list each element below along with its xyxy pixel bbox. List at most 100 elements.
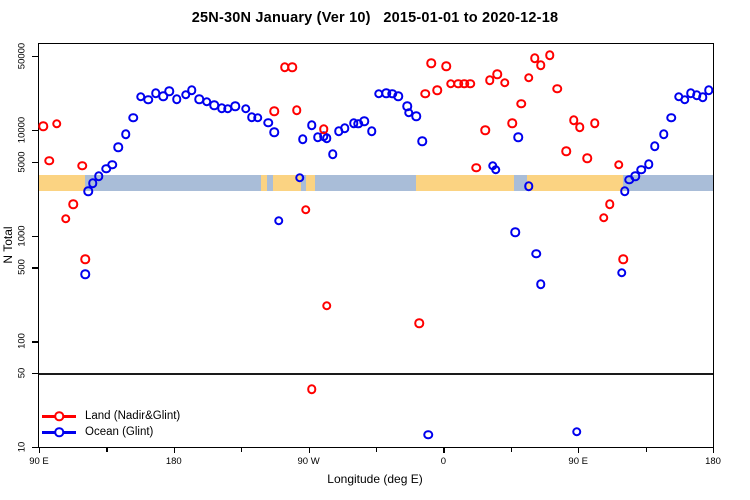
data-point-ocean [359, 116, 369, 126]
data-point-land [38, 121, 49, 132]
data-point-ocean [658, 129, 669, 139]
data-point-ocean [417, 136, 428, 146]
plot-area: N Total Land (Nadir&Glint) Ocean (Glint)… [1, 43, 721, 467]
data-point-land [44, 156, 55, 166]
y-tick [31, 56, 38, 58]
data-point-land [80, 254, 91, 264]
data-point-land [500, 78, 510, 88]
data-point-land [536, 60, 546, 70]
data-point-ocean [524, 181, 534, 191]
data-point-ocean [88, 178, 98, 188]
data-point-ocean [83, 186, 94, 196]
band-segment-ocean [301, 175, 306, 192]
data-point-ocean [181, 90, 191, 100]
ocean-series-symbol [42, 426, 76, 438]
data-point-land [582, 153, 592, 163]
data-point-land [269, 106, 279, 116]
x-tick-label: 90 E [29, 456, 49, 467]
x-tick-minor [645, 447, 647, 452]
data-point-ocean [630, 171, 640, 181]
reference-line-n50 [39, 373, 713, 375]
y-tick [31, 447, 38, 449]
data-point-ocean [121, 129, 131, 139]
legend-item-land: Land (Nadir&Glint) [42, 408, 180, 424]
data-point-ocean [297, 134, 308, 144]
data-point-land [507, 118, 518, 128]
data-point-ocean [80, 269, 91, 279]
data-point-ocean [230, 101, 240, 111]
data-point-land [552, 84, 562, 94]
data-point-land [568, 115, 579, 125]
data-point-land [516, 99, 527, 109]
x-tick-major [173, 447, 176, 453]
data-point-ocean [423, 430, 434, 440]
data-point-ocean [531, 249, 541, 259]
y-tick-label: 10000 [16, 116, 28, 144]
y-tick [31, 161, 38, 164]
data-point-ocean [366, 126, 377, 136]
x-tick-minor [241, 447, 243, 452]
y-tick-label: 100 [16, 333, 28, 350]
band-segment-land [305, 175, 315, 192]
data-point-land [287, 62, 297, 72]
data-point-ocean [327, 149, 338, 159]
data-point-ocean [636, 165, 646, 175]
data-point-ocean [411, 111, 422, 121]
data-point-land [420, 89, 431, 99]
data-point-land [318, 124, 329, 134]
data-point-land [524, 73, 534, 83]
data-point-ocean [513, 132, 524, 142]
y-tick-label: 50000 [16, 42, 28, 70]
data-point-ocean [294, 173, 305, 183]
data-point-land [604, 199, 615, 209]
data-point-land [300, 205, 311, 215]
legend: Land (Nadir&Glint) Ocean (Glint) [42, 408, 180, 440]
data-point-ocean [269, 127, 279, 138]
data-point-land [544, 50, 555, 60]
y-tick-label: 5000 [16, 151, 28, 173]
band-segment-land [416, 175, 514, 192]
x-tick-major [713, 447, 715, 453]
land-series-symbol [42, 410, 76, 422]
data-point-ocean [666, 113, 676, 123]
data-point-land [471, 163, 482, 173]
data-point-ocean [107, 160, 118, 170]
x-tick-major [39, 447, 41, 453]
data-point-ocean [143, 95, 154, 105]
x-axis-title: Longitude (deg E) [327, 472, 423, 486]
y-tick-label: 500 [16, 259, 28, 276]
band-segment-land [260, 175, 267, 192]
band-segment-ocean [266, 175, 273, 192]
data-point-ocean [158, 91, 169, 101]
band-segment-ocean [314, 175, 417, 192]
data-point-ocean [643, 159, 654, 169]
data-point-land [426, 58, 437, 68]
data-point-land [485, 75, 495, 85]
data-point-land [321, 301, 332, 311]
data-point-ocean [240, 104, 251, 114]
band-segment-ocean [85, 175, 261, 192]
data-point-land [574, 122, 585, 132]
data-point-ocean [263, 117, 273, 128]
data-point-ocean [697, 92, 708, 103]
y-axis-title: N Total [1, 226, 15, 264]
data-point-land [306, 384, 317, 395]
band-segment-land [527, 175, 624, 192]
band-segment-land [272, 175, 302, 192]
data-point-ocean [273, 216, 284, 226]
data-point-ocean [616, 268, 627, 278]
data-point-ocean [252, 113, 263, 123]
data-point-ocean [321, 133, 332, 143]
legend-label-ocean: Ocean (Glint) [85, 426, 154, 438]
data-point-land [414, 318, 425, 328]
y-tick [31, 129, 38, 132]
data-point-ocean [128, 113, 139, 123]
x-tick-major [308, 447, 310, 453]
data-point-ocean [94, 171, 104, 181]
data-point-land [61, 214, 71, 224]
x-tick-major [443, 447, 445, 453]
data-point-land [613, 160, 624, 170]
data-point-ocean [703, 85, 714, 95]
x-tick-label: 90 W [297, 456, 320, 467]
y-tick-label: 50 [16, 367, 28, 379]
